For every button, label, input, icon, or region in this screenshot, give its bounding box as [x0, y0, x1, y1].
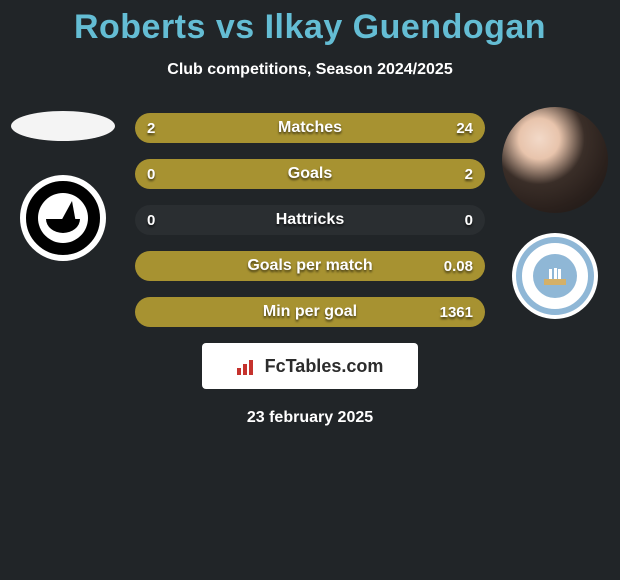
right-player-column: [500, 107, 610, 319]
player-right-club-badge: [512, 233, 598, 319]
player-left-avatar: [11, 111, 115, 141]
stat-value-right: 0: [465, 212, 473, 229]
stat-value-right: 24: [456, 120, 473, 137]
left-player-column: [8, 107, 118, 261]
stat-value-right: 0.08: [444, 258, 473, 275]
stat-value-right: 2: [465, 166, 473, 183]
stat-row: Goals per match0.08: [135, 251, 485, 281]
stat-row: 2Matches24: [135, 113, 485, 143]
chart-icon: [237, 357, 259, 375]
stat-row: 0Goals2: [135, 159, 485, 189]
stat-bars: 2Matches24 0Goals2 0Hattricks0 Goals per ma…: [135, 107, 485, 327]
player-left-club-badge: [20, 175, 106, 261]
stat-value-left: 2: [147, 120, 155, 137]
stat-row: Min per goal1361: [135, 297, 485, 327]
player-right-avatar: [502, 107, 608, 213]
date-text: 23 february 2025: [0, 409, 620, 427]
subtitle: Club competitions, Season 2024/2025: [0, 61, 620, 79]
stat-row: 0Hattricks0: [135, 205, 485, 235]
branding-badge: FcTables.com: [202, 343, 418, 389]
comparison-content: 2Matches24 0Goals2 0Hattricks0 Goals per ma…: [0, 107, 620, 427]
stat-value-right: 1361: [440, 304, 473, 321]
page-title: Roberts vs Ilkay Guendogan: [0, 0, 620, 47]
stat-value-left: 0: [147, 166, 155, 183]
stat-value-left: 0: [147, 212, 155, 229]
branding-text: FcTables.com: [265, 356, 384, 377]
